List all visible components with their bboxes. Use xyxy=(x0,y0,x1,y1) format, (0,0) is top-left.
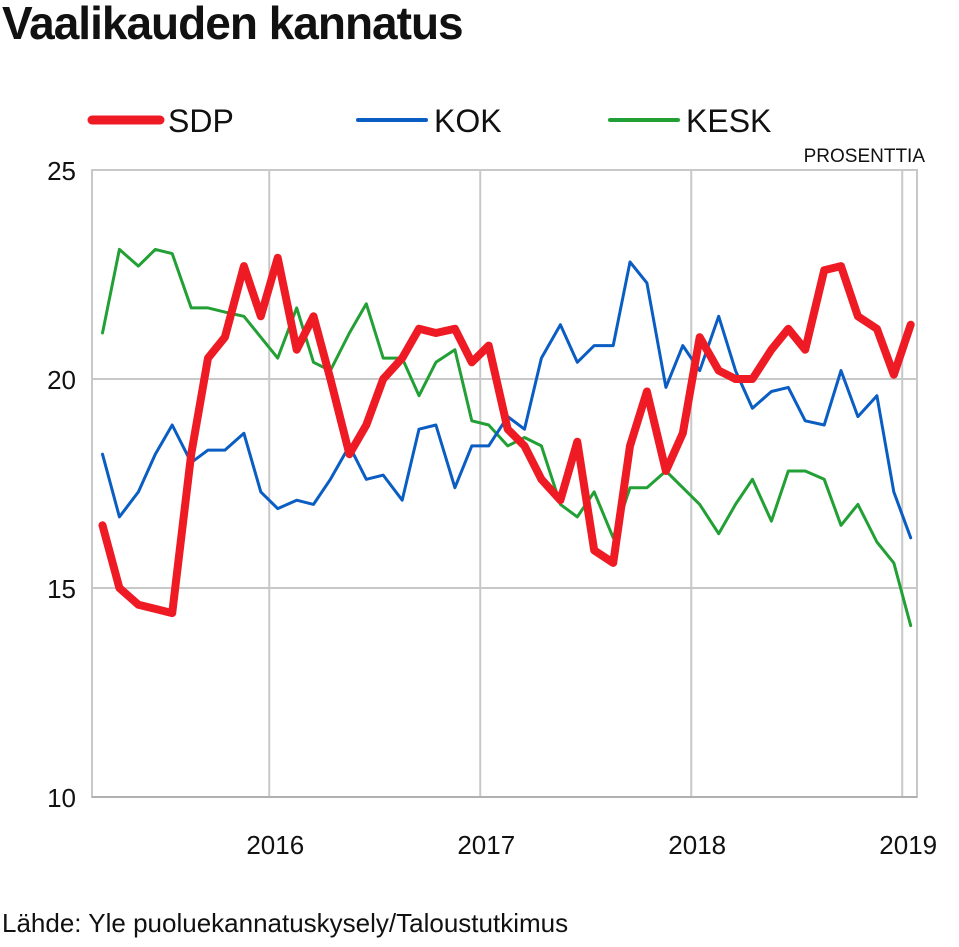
y-tick-label: 15 xyxy=(47,574,76,604)
legend: SDP KOK KESK xyxy=(87,103,771,139)
x-tick-label: 2016 xyxy=(246,830,304,860)
series-line-kesk xyxy=(101,247,913,628)
chart-title: Vaalikauden kannatus xyxy=(2,0,464,49)
unit-label: PROSENTTIA xyxy=(804,146,926,167)
series-line-sdp xyxy=(98,253,915,618)
y-tick-label: 20 xyxy=(47,365,76,395)
series-line-kok xyxy=(101,260,913,540)
source-note: Lähde: Yle puoluekannatuskysely/Taloustu… xyxy=(2,908,569,938)
series-lines xyxy=(98,247,915,628)
line-chart: SDP KOK KESK PROSENTTIA 10 15 20 25 2016 2017 20… xyxy=(47,103,937,860)
y-tick-label: 25 xyxy=(47,156,76,186)
x-tick-label: 2018 xyxy=(668,830,726,860)
x-tick-label: 2017 xyxy=(457,830,515,860)
axes: 10 15 20 25 2016 2017 2018 2019 xyxy=(47,156,937,860)
legend-label-kesk: KESK xyxy=(686,103,771,139)
legend-label-kok: KOK xyxy=(434,103,502,139)
plot-frame xyxy=(91,169,918,798)
y-tick-label: 10 xyxy=(47,783,76,813)
x-tick-label: 2019 xyxy=(879,830,937,860)
legend-label-sdp: SDP xyxy=(168,103,234,139)
grid-lines xyxy=(92,169,917,798)
